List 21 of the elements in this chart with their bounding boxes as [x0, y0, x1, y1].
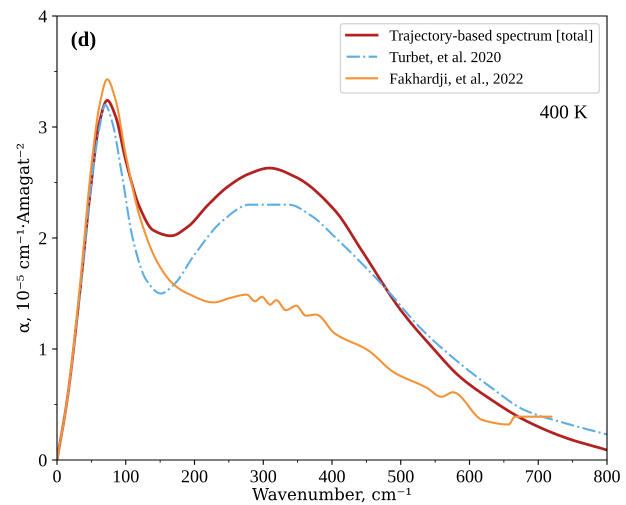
y-axis-title: α, 10⁻⁵ cm⁻¹·Amagat⁻² — [16, 144, 33, 332]
x-axis-title: Wavenumber, cm⁻¹ — [252, 487, 411, 502]
y-tick-label: 0 — [38, 454, 47, 466]
x-tick-label: 200 — [182, 470, 208, 482]
x-tick-label: 300 — [250, 470, 276, 482]
x-tick-label: 0 — [53, 470, 61, 482]
y-tick-label: 3 — [39, 121, 47, 134]
x-tick-label: 600 — [456, 470, 482, 482]
x-tick-label: 700 — [526, 470, 552, 482]
y-tick-label: 2 — [39, 232, 46, 244]
legend-label: Fakhardji, et al., 2022 — [390, 73, 523, 87]
legend-label: Turbet, et al. 2020 — [390, 51, 501, 64]
annotation: 400 K — [540, 105, 588, 118]
annotation: (d) — [72, 32, 96, 50]
legend-label: Trajectory-based spectrum [total] — [390, 30, 592, 44]
x-tick-label: 800 — [594, 470, 620, 482]
x-tick-label: 100 — [114, 470, 139, 482]
y-tick-label: 1 — [40, 343, 46, 356]
x-tick-label: 500 — [388, 470, 414, 482]
x-tick-label: 400 — [318, 470, 345, 482]
y-tick-label: 4 — [38, 10, 47, 22]
